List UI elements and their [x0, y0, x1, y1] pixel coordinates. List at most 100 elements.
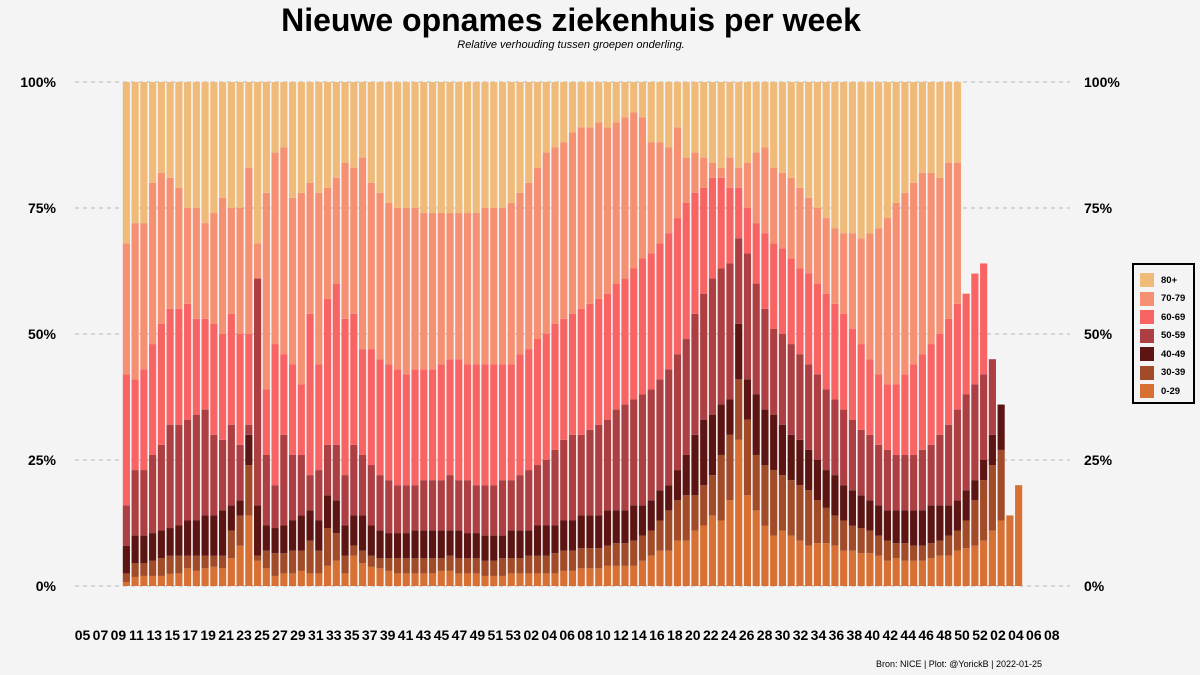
bar-segment [367, 465, 375, 526]
bar-segment [367, 182, 375, 350]
bar-segment [665, 82, 673, 148]
bar-segment [901, 543, 909, 561]
bar-segment [848, 525, 856, 551]
bar-segment [840, 233, 848, 314]
bar-segment [778, 424, 787, 476]
bar-segment [612, 82, 620, 123]
bar-segment [638, 505, 647, 536]
bar-segment [805, 82, 813, 198]
legend-label: 30-39 [1161, 367, 1186, 379]
bar-segment [691, 313, 699, 435]
bar-segment [446, 475, 454, 531]
bar-segment [735, 439, 743, 586]
bar-segment [166, 308, 174, 425]
bar-segment [358, 550, 367, 564]
bar-segment [603, 293, 612, 420]
bar-segment [892, 558, 900, 586]
bar-segment [665, 550, 673, 586]
bar-segment [953, 530, 961, 551]
y-tick-label-right: 100% [1084, 74, 1120, 90]
bar-segment [682, 202, 690, 340]
bar-segment [673, 218, 682, 355]
bar-segment [393, 558, 402, 574]
bar-segment [568, 313, 577, 435]
bar-segment [350, 444, 358, 516]
bar-segment [612, 565, 620, 586]
x-tick-label: 23 [236, 627, 252, 643]
legend-swatch [1140, 291, 1154, 306]
bar-segment [700, 187, 708, 294]
bar-segment [507, 82, 515, 203]
bar-segment [743, 495, 752, 586]
legend-swatch [1140, 328, 1154, 343]
bar-segment [463, 558, 472, 574]
bar-segment [577, 82, 585, 128]
bar-segment [481, 364, 489, 486]
bar-segment [262, 454, 270, 526]
bar-segment [831, 303, 839, 400]
bar-segment [201, 555, 209, 569]
bar-segment [472, 573, 480, 586]
bar-segment [507, 558, 515, 574]
bar-segment [289, 520, 297, 551]
bar-segment [735, 167, 743, 188]
x-axis: 05 07 09 11 13 15 17 19 21 23 25 27 29 31 33 35 37 39 41 43… [75, 627, 1060, 643]
bar-segment [761, 308, 769, 410]
bar-segment [787, 434, 795, 481]
bar-segment [201, 223, 209, 319]
bar-segment [638, 560, 647, 586]
bar-segment [551, 573, 559, 586]
bar-segment [262, 568, 270, 586]
bar-segment [796, 268, 804, 355]
bar-segment [315, 520, 323, 551]
x-tick-label: 50 [954, 627, 970, 643]
bar-segment [507, 530, 515, 559]
bar-segment [227, 82, 235, 208]
bar-segment [525, 349, 533, 471]
legend-swatch [1140, 365, 1154, 380]
bar-segment [866, 82, 874, 234]
bar-segment [376, 192, 384, 360]
bar-segment [236, 515, 244, 546]
bar-segment [805, 273, 813, 365]
bar-segment [219, 197, 227, 334]
bar-segment [455, 558, 463, 574]
bar-segment [656, 142, 664, 244]
bar-segment [778, 475, 787, 531]
bar-segment [866, 233, 874, 360]
bar-segment [385, 558, 393, 571]
bar-segment [271, 528, 279, 554]
bar-segment [708, 278, 717, 415]
bar-segment [988, 530, 996, 586]
bar-segment [175, 555, 183, 574]
bar-segment [289, 82, 297, 198]
bar-segment [918, 560, 926, 586]
bar-segment [630, 112, 638, 269]
bar-segment [796, 82, 804, 188]
bar-segment [420, 369, 428, 481]
bar-segment [560, 439, 568, 521]
bar-segment [122, 505, 130, 546]
bar-segment [280, 434, 288, 526]
bar-segment [323, 528, 332, 566]
bar-segment [192, 570, 200, 586]
bar-segment [770, 328, 778, 415]
bar-segment [393, 573, 402, 586]
bar-segment [848, 233, 856, 329]
bar-segment [367, 566, 375, 586]
bar-segment [490, 208, 498, 365]
bar-segment [883, 82, 891, 219]
bar-segment [621, 278, 629, 405]
bar-segment [341, 475, 349, 526]
x-tick-label: 18 [667, 627, 683, 643]
bar-segment [411, 485, 419, 531]
bar-segment [770, 535, 778, 586]
bar-segment [918, 82, 926, 173]
bar-segment [927, 505, 935, 544]
bar-segment [358, 515, 367, 551]
bar-segment [472, 82, 480, 214]
bar-segment [770, 243, 778, 329]
legend-item: 70-79 [1140, 290, 1193, 309]
bar-segment [656, 379, 664, 491]
bar-segment [936, 505, 944, 541]
